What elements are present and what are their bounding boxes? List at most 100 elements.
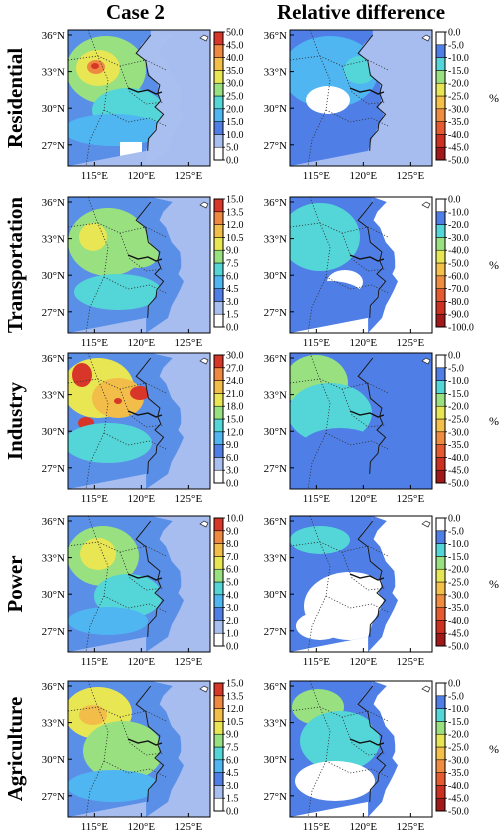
coastal-water [137,197,184,333]
colorbar-tick-label: 6.0 [226,755,239,766]
colorbar-segment [213,288,224,302]
colorbar-tick-label: 3.0 [226,603,239,614]
colorbar-tick-label: -10.0 [448,539,469,550]
concentration-patch [306,86,350,114]
lat-tick-label: 27°N [264,307,287,319]
colorbar-tick-label: -70.0 [448,284,469,295]
lat-tick-label: 27°N [42,463,65,475]
lat-tick-label: 30°N [264,754,287,766]
colorbar-segment [435,31,446,46]
colorbar-tick-label: 6.0 [226,565,239,576]
colorbar-tick-label: 10.0 [226,514,244,525]
colorbar-tick-label: 2.0 [226,616,239,627]
concentration-patch [300,711,380,771]
lon-tick-label: 120°E [128,656,156,668]
unit-percent-label: % [489,414,499,428]
colorbar-tick-label: 4.0 [226,590,239,601]
colorbar-tick-label: 15.0 [226,117,244,128]
lat-tick-label: 33°N [42,718,65,730]
concentration-patch [290,203,360,271]
lat-tick-label: 27°N [42,626,65,638]
colorbar-segment [435,530,446,544]
colorbar-segment [213,568,224,583]
concentration-patch [68,114,162,146]
lat-tick-label: 36°N [264,681,287,693]
colorbar-segment [435,581,446,596]
colorbar-tick-label: 6.0 [226,453,239,464]
colorbar-tick-label: 6.0 [226,271,239,282]
colorbar-segment [213,759,224,773]
colorbar-segment [213,393,224,407]
lat-tick-label: 30°N [42,103,65,115]
colorbar-tick-label: 0.0 [448,195,461,206]
colorbar-tick-label: 21.0 [226,389,244,400]
map-frame [289,515,433,653]
concentration-patch [83,721,162,781]
diff-colorbar: 0.0-5.0 -10.0 -15.0 -20.0 -25.0-30.0 -35.0 -40… [435,679,469,818]
map-frame [289,196,433,334]
concentration-patch [116,236,160,268]
colorbar-segment [213,262,224,277]
colorbar-tick-label: -30.0 [448,755,469,766]
colorbar-tick-label: 13.5 [226,691,244,702]
colorbar-segment [435,469,446,484]
colorbar-segment [435,367,446,381]
coastline [357,357,387,474]
colorbar-segment [435,431,446,445]
colorbar-segment [435,568,446,583]
colorbar-tick-label: 25.0 [226,92,244,103]
colorbar-segment [435,288,446,302]
colorbar-segment [213,211,224,225]
colorbar-tick-label: 0.0 [226,479,239,490]
lon-tick-label: 115°E [303,821,330,833]
colorbar-tick-label: 9.0 [226,730,239,741]
colorbar-segment [213,249,224,264]
colorbar-tick-label: -25.0 [448,92,469,103]
colorbar-tick-label: -15.0 [448,717,469,728]
colorbar-segment [213,224,224,238]
coastline [357,201,387,318]
colorbar-tick-label: 12.0 [226,427,244,438]
colorbar-tick-label: 27.0 [226,363,244,374]
unit-percent-label: % [489,577,499,591]
lon-tick-label: 120°E [128,170,156,182]
lat-tick-label: 30°N [42,754,65,766]
colorbar-tick-label: -10.0 [448,704,469,715]
coastal-water [137,353,184,489]
colorbar-segment [435,211,446,225]
colorbar-tick-label: -10.0 [448,376,469,387]
colorbar-segment [213,733,224,748]
colorbar-segment [213,530,224,544]
colorbar-tick-label: -40.0 [448,246,469,257]
colorbar-tick-label: -45.0 [448,629,469,640]
concentration-patch [295,761,375,801]
colorbar-segment [213,418,224,433]
colorbar-tick-label: 1.5 [226,310,239,321]
colorbar-tick-label: -50.0 [448,807,469,818]
colorbar-segment [213,457,224,471]
colorbar-tick-label: 15.0 [226,415,244,426]
sector-label-residential: Residential [3,48,27,149]
diff-map-power: 36°N 33°N 30°N 27°N 115°E 120°E 125°E [264,515,433,668]
colorbar-segment [213,301,224,315]
colorbar-segment [213,121,224,135]
colorbar-tick-label: -35.0 [448,440,469,451]
colorbar-segment [435,70,446,84]
colorbar-tick-label: -45.0 [448,143,469,154]
colorbar-segment [213,44,224,58]
case-map-agriculture: 36°N 33°N 30°N 27°N 115°E 120°E 125°E [42,680,211,833]
colorbar-tick-label: 0.0 [226,323,239,334]
coastal-water [359,197,398,333]
colorbar-tick-label: 0.0 [448,28,461,39]
colorbar-segment [213,57,224,71]
lon-tick-label: 120°E [350,170,378,182]
lat-tick-label: 30°N [42,270,65,282]
colorbar-tick-label: 3.0 [226,781,239,792]
colorbar-segment [213,275,224,289]
colorbar-segment [213,431,224,445]
lat-tick-label: 27°N [42,307,65,319]
colorbar-segment [213,543,224,557]
colorbar-tick-label: 0.0 [448,351,461,362]
colorbar-segment [435,354,446,369]
